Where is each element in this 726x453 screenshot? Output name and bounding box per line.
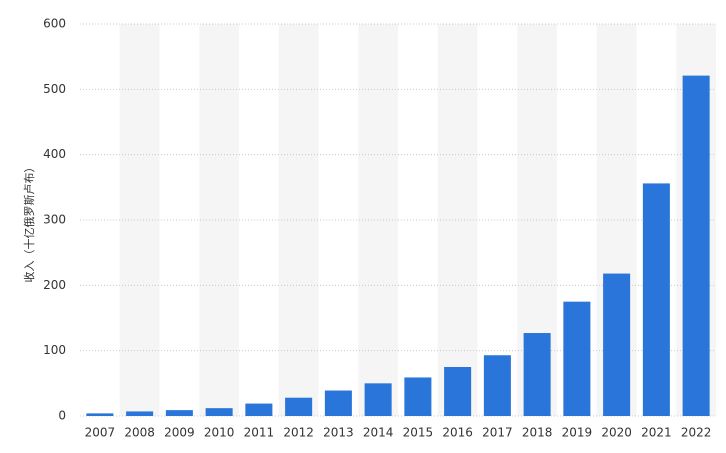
bar	[126, 411, 154, 416]
y-tick-label: 100	[43, 343, 66, 357]
x-tick-label: 2014	[363, 426, 394, 440]
x-tick-label: 2008	[124, 426, 155, 440]
y-tick-label: 0	[58, 409, 66, 423]
x-tick-label: 2011	[244, 426, 275, 440]
x-tick-label: 2019	[562, 426, 593, 440]
bar	[483, 355, 511, 416]
bar	[404, 377, 432, 416]
bar	[364, 383, 392, 416]
x-tick-label: 2009	[164, 426, 195, 440]
y-tick-label: 300	[43, 213, 66, 227]
bar	[523, 333, 551, 416]
y-tick-label: 600	[43, 17, 66, 31]
y-tick-label: 400	[43, 147, 66, 161]
bar	[642, 183, 670, 416]
x-tick-label: 2015	[403, 426, 434, 440]
x-tick-label: 2013	[323, 426, 354, 440]
bar	[603, 273, 631, 416]
y-tick-label: 200	[43, 278, 66, 292]
x-tick-label: 2016	[442, 426, 473, 440]
column-band	[199, 24, 239, 416]
x-tick-label: 2021	[641, 426, 672, 440]
bar	[444, 367, 472, 416]
x-tick-label: 2012	[283, 426, 314, 440]
x-tick-label: 2018	[522, 426, 553, 440]
y-tick-label: 500	[43, 82, 66, 96]
bar	[563, 301, 591, 416]
bar	[682, 75, 710, 416]
bar	[86, 413, 114, 416]
x-tick-label: 2007	[85, 426, 116, 440]
bar	[245, 403, 273, 416]
x-tick-label: 2020	[601, 426, 632, 440]
bar	[324, 390, 352, 416]
bar	[205, 408, 233, 416]
bar	[165, 410, 193, 416]
y-axis-label: 收入（十亿俄罗斯卢布）	[22, 162, 36, 283]
bar	[285, 397, 313, 416]
x-tick-label: 2022	[681, 426, 712, 440]
x-tick-label: 2017	[482, 426, 513, 440]
x-tick-label: 2010	[204, 426, 235, 440]
column-band	[358, 24, 398, 416]
